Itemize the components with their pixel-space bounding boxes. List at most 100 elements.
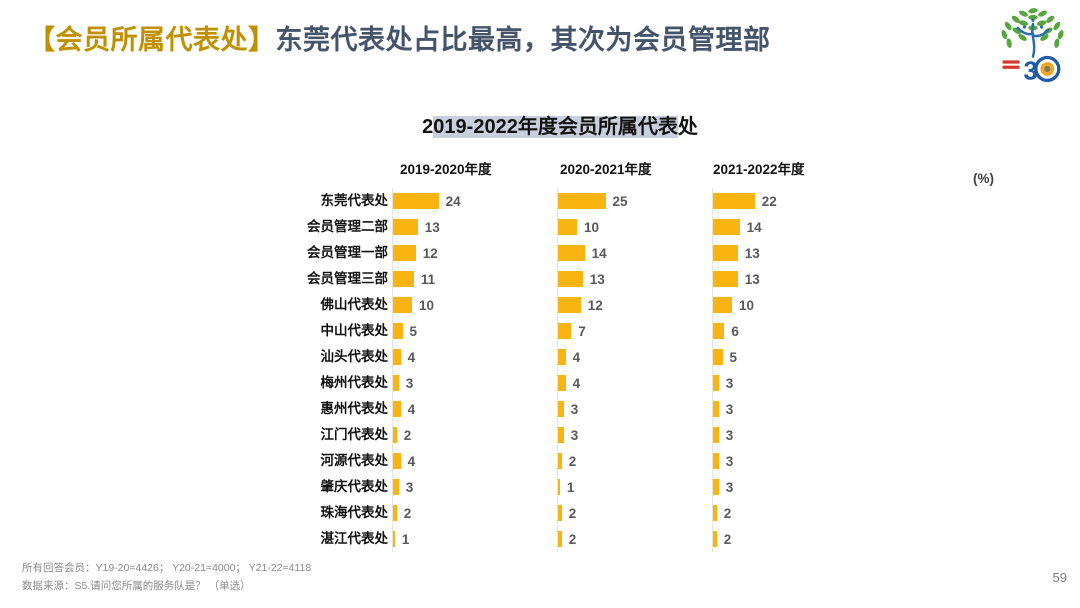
- bar: [393, 349, 401, 365]
- bar-row: 14: [713, 214, 878, 240]
- bar-row: 13: [713, 240, 878, 266]
- bar-value-label: 14: [746, 219, 762, 235]
- svg-text:3: 3: [1023, 57, 1037, 85]
- bar-row: 24: [393, 188, 558, 214]
- bar-row: 7: [558, 318, 723, 344]
- bar-value-label: 2: [403, 427, 412, 443]
- bar-value-label: 3: [405, 375, 414, 391]
- bar: [393, 297, 412, 313]
- respondent-base-note: 所有回答会员：Y19-20=4426； Y20-21=4000； Y21-22=…: [22, 562, 312, 574]
- bar-value-label: 1: [401, 531, 410, 547]
- bar-row: 25: [558, 188, 723, 214]
- category-label: 肇庆代表处: [320, 479, 389, 494]
- bar-value-label: 12: [587, 297, 603, 313]
- bar-value-label: 3: [725, 427, 734, 443]
- bar-value-label: 10: [419, 297, 435, 313]
- bar: [713, 479, 719, 495]
- bar-row: 4: [393, 396, 558, 422]
- category-label: 江门代表处: [320, 427, 389, 442]
- page-number: 59: [1052, 570, 1067, 585]
- bar: [713, 323, 725, 339]
- bar-row: 3: [558, 396, 723, 422]
- bar-row: 13: [713, 266, 878, 292]
- category-label: 河源代表处: [320, 453, 389, 468]
- bar-row: 13: [558, 266, 723, 292]
- bar: [713, 453, 719, 469]
- bar-row: 2: [393, 422, 558, 448]
- bar-value-label: 3: [725, 401, 734, 417]
- bar-value-label: 2: [568, 505, 577, 521]
- bar-row: 10: [558, 214, 723, 240]
- bar-value-label: 14: [591, 245, 607, 261]
- bar-value-label: 6: [731, 323, 739, 339]
- bar-row: 2: [558, 500, 723, 526]
- bar-value-label: 25: [612, 193, 628, 209]
- page-title-main: 东莞代表处占比最高，其次为会员管理部: [275, 25, 771, 55]
- category-label: 梅州代表处: [320, 375, 389, 390]
- bar: [558, 323, 572, 339]
- bar-value-label: 4: [407, 401, 416, 417]
- bar-row: 2: [393, 500, 558, 526]
- bar: [393, 219, 418, 235]
- bar: [393, 505, 397, 521]
- bar-row: 5: [393, 318, 558, 344]
- bar: [393, 323, 403, 339]
- bar: [393, 479, 399, 495]
- bar: [558, 505, 562, 521]
- category-label: 东莞代表处: [320, 193, 389, 208]
- bar: [558, 375, 566, 391]
- bar: [393, 193, 439, 209]
- bar: [713, 271, 738, 287]
- category-label: 佛山代表处: [320, 297, 389, 312]
- bar-row: 3: [393, 370, 558, 396]
- bar-value-label: 13: [589, 271, 605, 287]
- bar-value-label: 24: [445, 193, 461, 209]
- bar-value-label: 4: [572, 375, 581, 391]
- bar-row: 14: [558, 240, 723, 266]
- chart-title-highlighted: 019-2022年度会员所属代表: [433, 116, 678, 138]
- bar-row: 5: [713, 344, 878, 370]
- bar-value-label: 13: [744, 271, 760, 287]
- bar-row: 1: [558, 474, 723, 500]
- anniversary-tree-logo: 3: [1001, 8, 1064, 85]
- bar-value-label: 3: [725, 453, 734, 469]
- bar-row: 2: [558, 526, 723, 552]
- bar: [393, 453, 401, 469]
- bar-value-label: 5: [729, 349, 738, 365]
- bar-value-label: 10: [739, 297, 755, 313]
- bar: [713, 245, 738, 261]
- bar-value-label: 1: [566, 479, 575, 495]
- bar-value-label: 2: [403, 505, 412, 521]
- page-title: 【会员所属代表处】东莞代表处占比最高，其次为会员管理部: [28, 18, 771, 57]
- bar: [393, 531, 395, 547]
- bar-value-label: 3: [570, 401, 579, 417]
- bar-row: 4: [393, 344, 558, 370]
- bar-row: 6: [713, 318, 878, 344]
- bar: [393, 271, 414, 287]
- bar-value-label: 2: [723, 505, 732, 521]
- bar-value-label: 3: [405, 479, 414, 495]
- bar-value-label: 22: [761, 193, 777, 209]
- bar-row: 2: [713, 526, 878, 552]
- bar-value-label: 7: [578, 323, 586, 339]
- bar-value-label: 2: [723, 531, 732, 547]
- bar: [713, 531, 717, 547]
- bar: [713, 219, 740, 235]
- bar-value-label: 3: [570, 427, 579, 443]
- category-label: 珠海代表处: [320, 505, 389, 520]
- series-header-2021-2022: 2021-2022年度: [713, 162, 805, 177]
- bar-value-label: 4: [572, 349, 581, 365]
- bar: [713, 193, 755, 209]
- bar-value-label: 12: [422, 245, 438, 261]
- bar-row: 4: [558, 344, 723, 370]
- bar: [713, 297, 732, 313]
- category-label: 湛江代表处: [320, 531, 389, 546]
- series-header-2020-2021: 2020-2021年度: [560, 162, 652, 177]
- category-label: 中山代表处: [320, 323, 389, 338]
- bar: [713, 401, 719, 417]
- bar-value-label: 2: [568, 531, 577, 547]
- bar-row: 10: [393, 292, 558, 318]
- bar-row: 2: [713, 500, 878, 526]
- bar: [393, 401, 401, 417]
